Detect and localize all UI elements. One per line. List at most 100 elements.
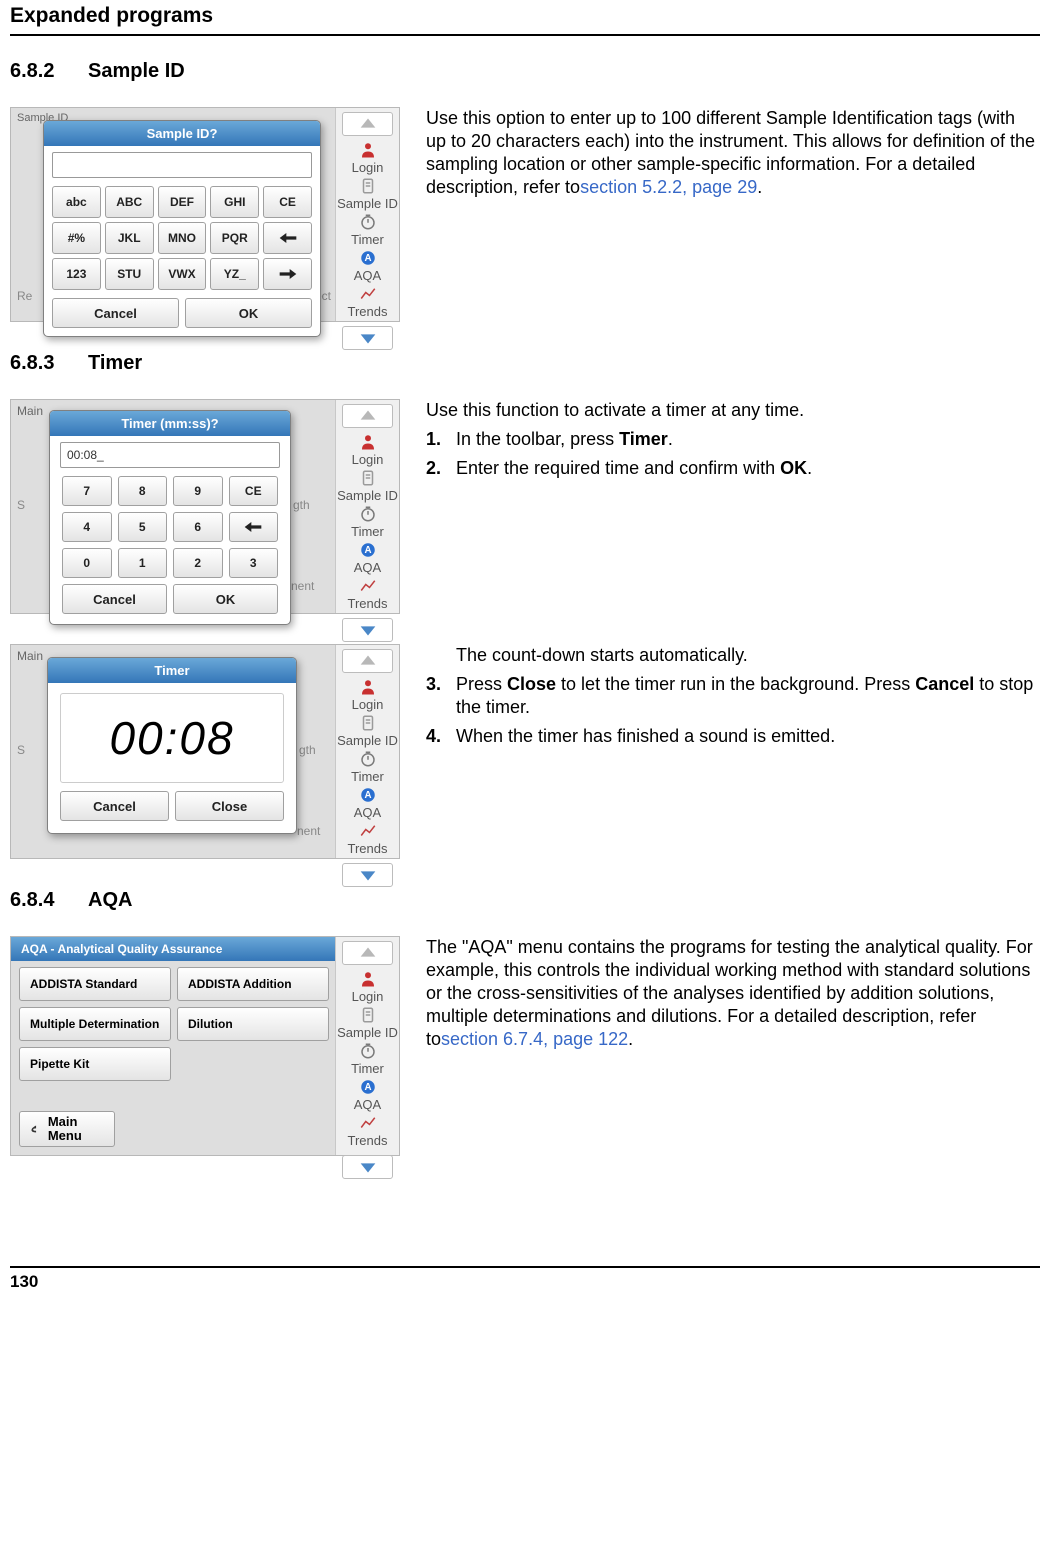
- toolbar-item-sample[interactable]: Sample ID: [336, 176, 399, 212]
- keypad-key[interactable]: JKL: [105, 222, 154, 254]
- toolbar-item-login[interactable]: Login: [336, 677, 399, 713]
- keypad-key[interactable]: [229, 512, 279, 542]
- toolbar-label: AQA: [354, 805, 381, 820]
- cancel-button[interactable]: Cancel: [62, 584, 167, 614]
- link-section-674[interactable]: section 6.7.4, page 122: [441, 1029, 628, 1049]
- keypad-key[interactable]: 3: [229, 548, 279, 578]
- keypad-key[interactable]: MNO: [158, 222, 207, 254]
- toolbar-item-aqa[interactable]: AAQA: [336, 540, 399, 576]
- scroll-down-button[interactable]: [342, 618, 393, 642]
- toolbar-item-trends[interactable]: Trends: [336, 821, 399, 857]
- aqa-menu-button[interactable]: Pipette Kit: [19, 1047, 171, 1081]
- toolbar-item-trends[interactable]: Trends: [336, 576, 399, 612]
- keypad-key[interactable]: YZ_: [210, 258, 259, 290]
- scroll-up-button[interactable]: [342, 112, 393, 136]
- toolbar-item-trends[interactable]: Trends: [336, 284, 399, 320]
- keypad-key[interactable]: 1: [118, 548, 168, 578]
- cancel-button[interactable]: Cancel: [60, 791, 169, 821]
- keypad-key[interactable]: 7: [62, 476, 112, 506]
- keypad-key[interactable]: 8: [118, 476, 168, 506]
- chevron-down-icon: [357, 1156, 379, 1178]
- paragraph: Use this function to activate a timer at…: [426, 399, 1040, 422]
- keypad-key[interactable]: CE: [229, 476, 279, 506]
- keypad-key[interactable]: 123: [52, 258, 101, 290]
- keypad-key[interactable]: 4: [62, 512, 112, 542]
- cancel-button[interactable]: Cancel: [52, 298, 179, 328]
- toolbar-item-sample[interactable]: Sample ID: [336, 713, 399, 749]
- toolbar-item-login[interactable]: Login: [336, 140, 399, 176]
- toolbar-label: Timer: [351, 524, 384, 539]
- keypad-key[interactable]: [263, 258, 312, 290]
- toolbar-item-timer[interactable]: Timer: [336, 504, 399, 540]
- keypad-key[interactable]: 5: [118, 512, 168, 542]
- aqa-menu-button[interactable]: ADDISTA Standard: [19, 967, 171, 1001]
- keypad-key[interactable]: [263, 222, 312, 254]
- toolbar-label: Trends: [348, 304, 388, 319]
- toolbar-label: AQA: [354, 1097, 381, 1112]
- keypad-key[interactable]: ABC: [105, 186, 154, 218]
- aqa-icon: A: [359, 1078, 377, 1096]
- toolbar-item-aqa[interactable]: AAQA: [336, 1077, 399, 1113]
- aqa-menu-button[interactable]: Dilution: [177, 1007, 329, 1041]
- screenshot-timer-running: Main gth nent S Timer 00:08 Cancel Close…: [10, 644, 400, 859]
- keypad-key[interactable]: DEF: [158, 186, 207, 218]
- login-icon: [359, 433, 377, 451]
- keypad-key[interactable]: 2: [173, 548, 223, 578]
- main-menu-button[interactable]: Main Menu: [19, 1111, 115, 1147]
- keypad-key[interactable]: 0: [62, 548, 112, 578]
- timer-display: 00:08: [60, 693, 284, 783]
- toolbar-item-trends[interactable]: Trends: [336, 1113, 399, 1149]
- toolbar-item-aqa[interactable]: AAQA: [336, 785, 399, 821]
- toolbar-label: Timer: [351, 232, 384, 247]
- ol-num: 4.: [426, 725, 456, 748]
- chevron-down-icon: [357, 327, 379, 349]
- list-item: 3.Press Close to let the timer run in th…: [426, 673, 1040, 719]
- keypad-key[interactable]: STU: [105, 258, 154, 290]
- keypad-key[interactable]: CE: [263, 186, 312, 218]
- keypad-key[interactable]: PQR: [210, 222, 259, 254]
- aqa-icon: A: [359, 249, 377, 267]
- list-item: 1.In the toolbar, press Timer.: [426, 428, 1040, 451]
- keypad-key[interactable]: 6: [173, 512, 223, 542]
- link-section-522[interactable]: section 5.2.2, page 29: [580, 177, 757, 197]
- screenshot-sample-id: Sample ID Re ect Sample ID? abcABCDEFGHI…: [10, 107, 400, 322]
- back-arrow-icon: [28, 1121, 42, 1137]
- svg-text:A: A: [364, 253, 371, 264]
- toolbar-item-sample[interactable]: Sample ID: [336, 1005, 399, 1041]
- toolbar-item-timer[interactable]: Timer: [336, 212, 399, 248]
- toolbar-item-timer[interactable]: Timer: [336, 1041, 399, 1077]
- toolbar-item-sample[interactable]: Sample ID: [336, 468, 399, 504]
- keypad-key[interactable]: VWX: [158, 258, 207, 290]
- toolbar-label: Trends: [348, 1133, 388, 1148]
- ok-button[interactable]: OK: [173, 584, 278, 614]
- scroll-up-button[interactable]: [342, 941, 393, 965]
- keypad-key[interactable]: GHI: [210, 186, 259, 218]
- heading-title: Sample ID: [88, 60, 185, 82]
- keypad-key[interactable]: abc: [52, 186, 101, 218]
- ok-button[interactable]: OK: [185, 298, 312, 328]
- chevron-up-icon: [357, 942, 379, 964]
- timer-input[interactable]: 00:08_: [60, 442, 280, 468]
- toolbar-item-timer[interactable]: Timer: [336, 749, 399, 785]
- toolbar-label: Sample ID: [337, 1025, 398, 1040]
- scroll-up-button[interactable]: [342, 649, 393, 673]
- aqa-menu-button[interactable]: Multiple Determination: [19, 1007, 171, 1041]
- timer-icon: [359, 505, 377, 523]
- sample-id-input[interactable]: [52, 152, 312, 178]
- keypad-key[interactable]: #%: [52, 222, 101, 254]
- scroll-down-button[interactable]: [342, 326, 393, 350]
- toolbar-item-login[interactable]: Login: [336, 969, 399, 1005]
- aqa-menu-button[interactable]: ADDISTA Addition: [177, 967, 329, 1001]
- text: .: [757, 177, 762, 197]
- text-bold: Timer: [619, 429, 668, 449]
- keypad-key[interactable]: 9: [173, 476, 223, 506]
- ol-num: 3.: [426, 673, 456, 719]
- toolbar-label: Sample ID: [337, 488, 398, 503]
- close-button[interactable]: Close: [175, 791, 284, 821]
- scroll-down-button[interactable]: [342, 863, 393, 887]
- toolbar-item-login[interactable]: Login: [336, 432, 399, 468]
- toolbar-item-aqa[interactable]: AAQA: [336, 248, 399, 284]
- scroll-down-button[interactable]: [342, 1155, 393, 1179]
- ol-num: 1.: [426, 428, 456, 451]
- scroll-up-button[interactable]: [342, 404, 393, 428]
